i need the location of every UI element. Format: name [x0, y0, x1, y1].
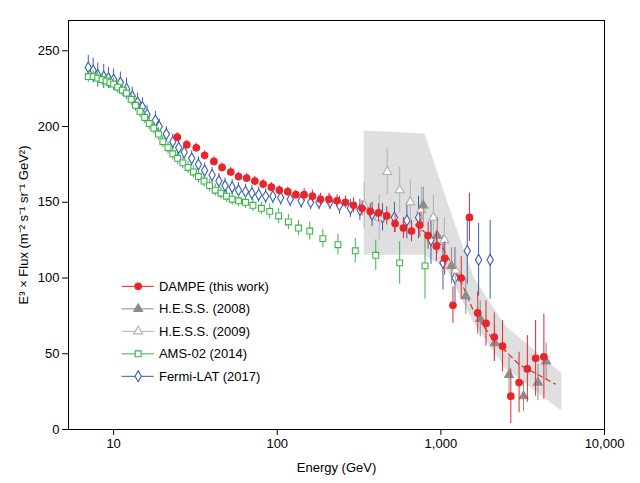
svg-text:50: 50: [45, 346, 59, 361]
svg-text:100: 100: [38, 270, 60, 285]
svg-text:100: 100: [266, 436, 288, 451]
svg-text:10: 10: [106, 436, 120, 451]
svg-text:H.E.S.S. (2009): H.E.S.S. (2009): [159, 324, 250, 339]
svg-text:DAMPE (this work): DAMPE (this work): [159, 279, 269, 294]
svg-text:250: 250: [38, 43, 60, 58]
svg-text:Energy (GeV): Energy (GeV): [297, 460, 376, 475]
svg-text:150: 150: [38, 194, 60, 209]
svg-text:0: 0: [52, 422, 59, 437]
svg-text:E³ × Flux (m⁻² s⁻¹ sr⁻¹ GeV²): E³ × Flux (m⁻² s⁻¹ sr⁻¹ GeV²): [16, 146, 31, 305]
svg-text:AMS-02 (2014): AMS-02 (2014): [159, 346, 247, 361]
svg-text:200: 200: [38, 119, 60, 134]
svg-text:Fermi-LAT (2017): Fermi-LAT (2017): [159, 368, 260, 383]
svg-text:H.E.S.S. (2008): H.E.S.S. (2008): [159, 301, 250, 316]
svg-text:10,000: 10,000: [585, 436, 625, 451]
svg-text:1,000: 1,000: [425, 436, 458, 451]
